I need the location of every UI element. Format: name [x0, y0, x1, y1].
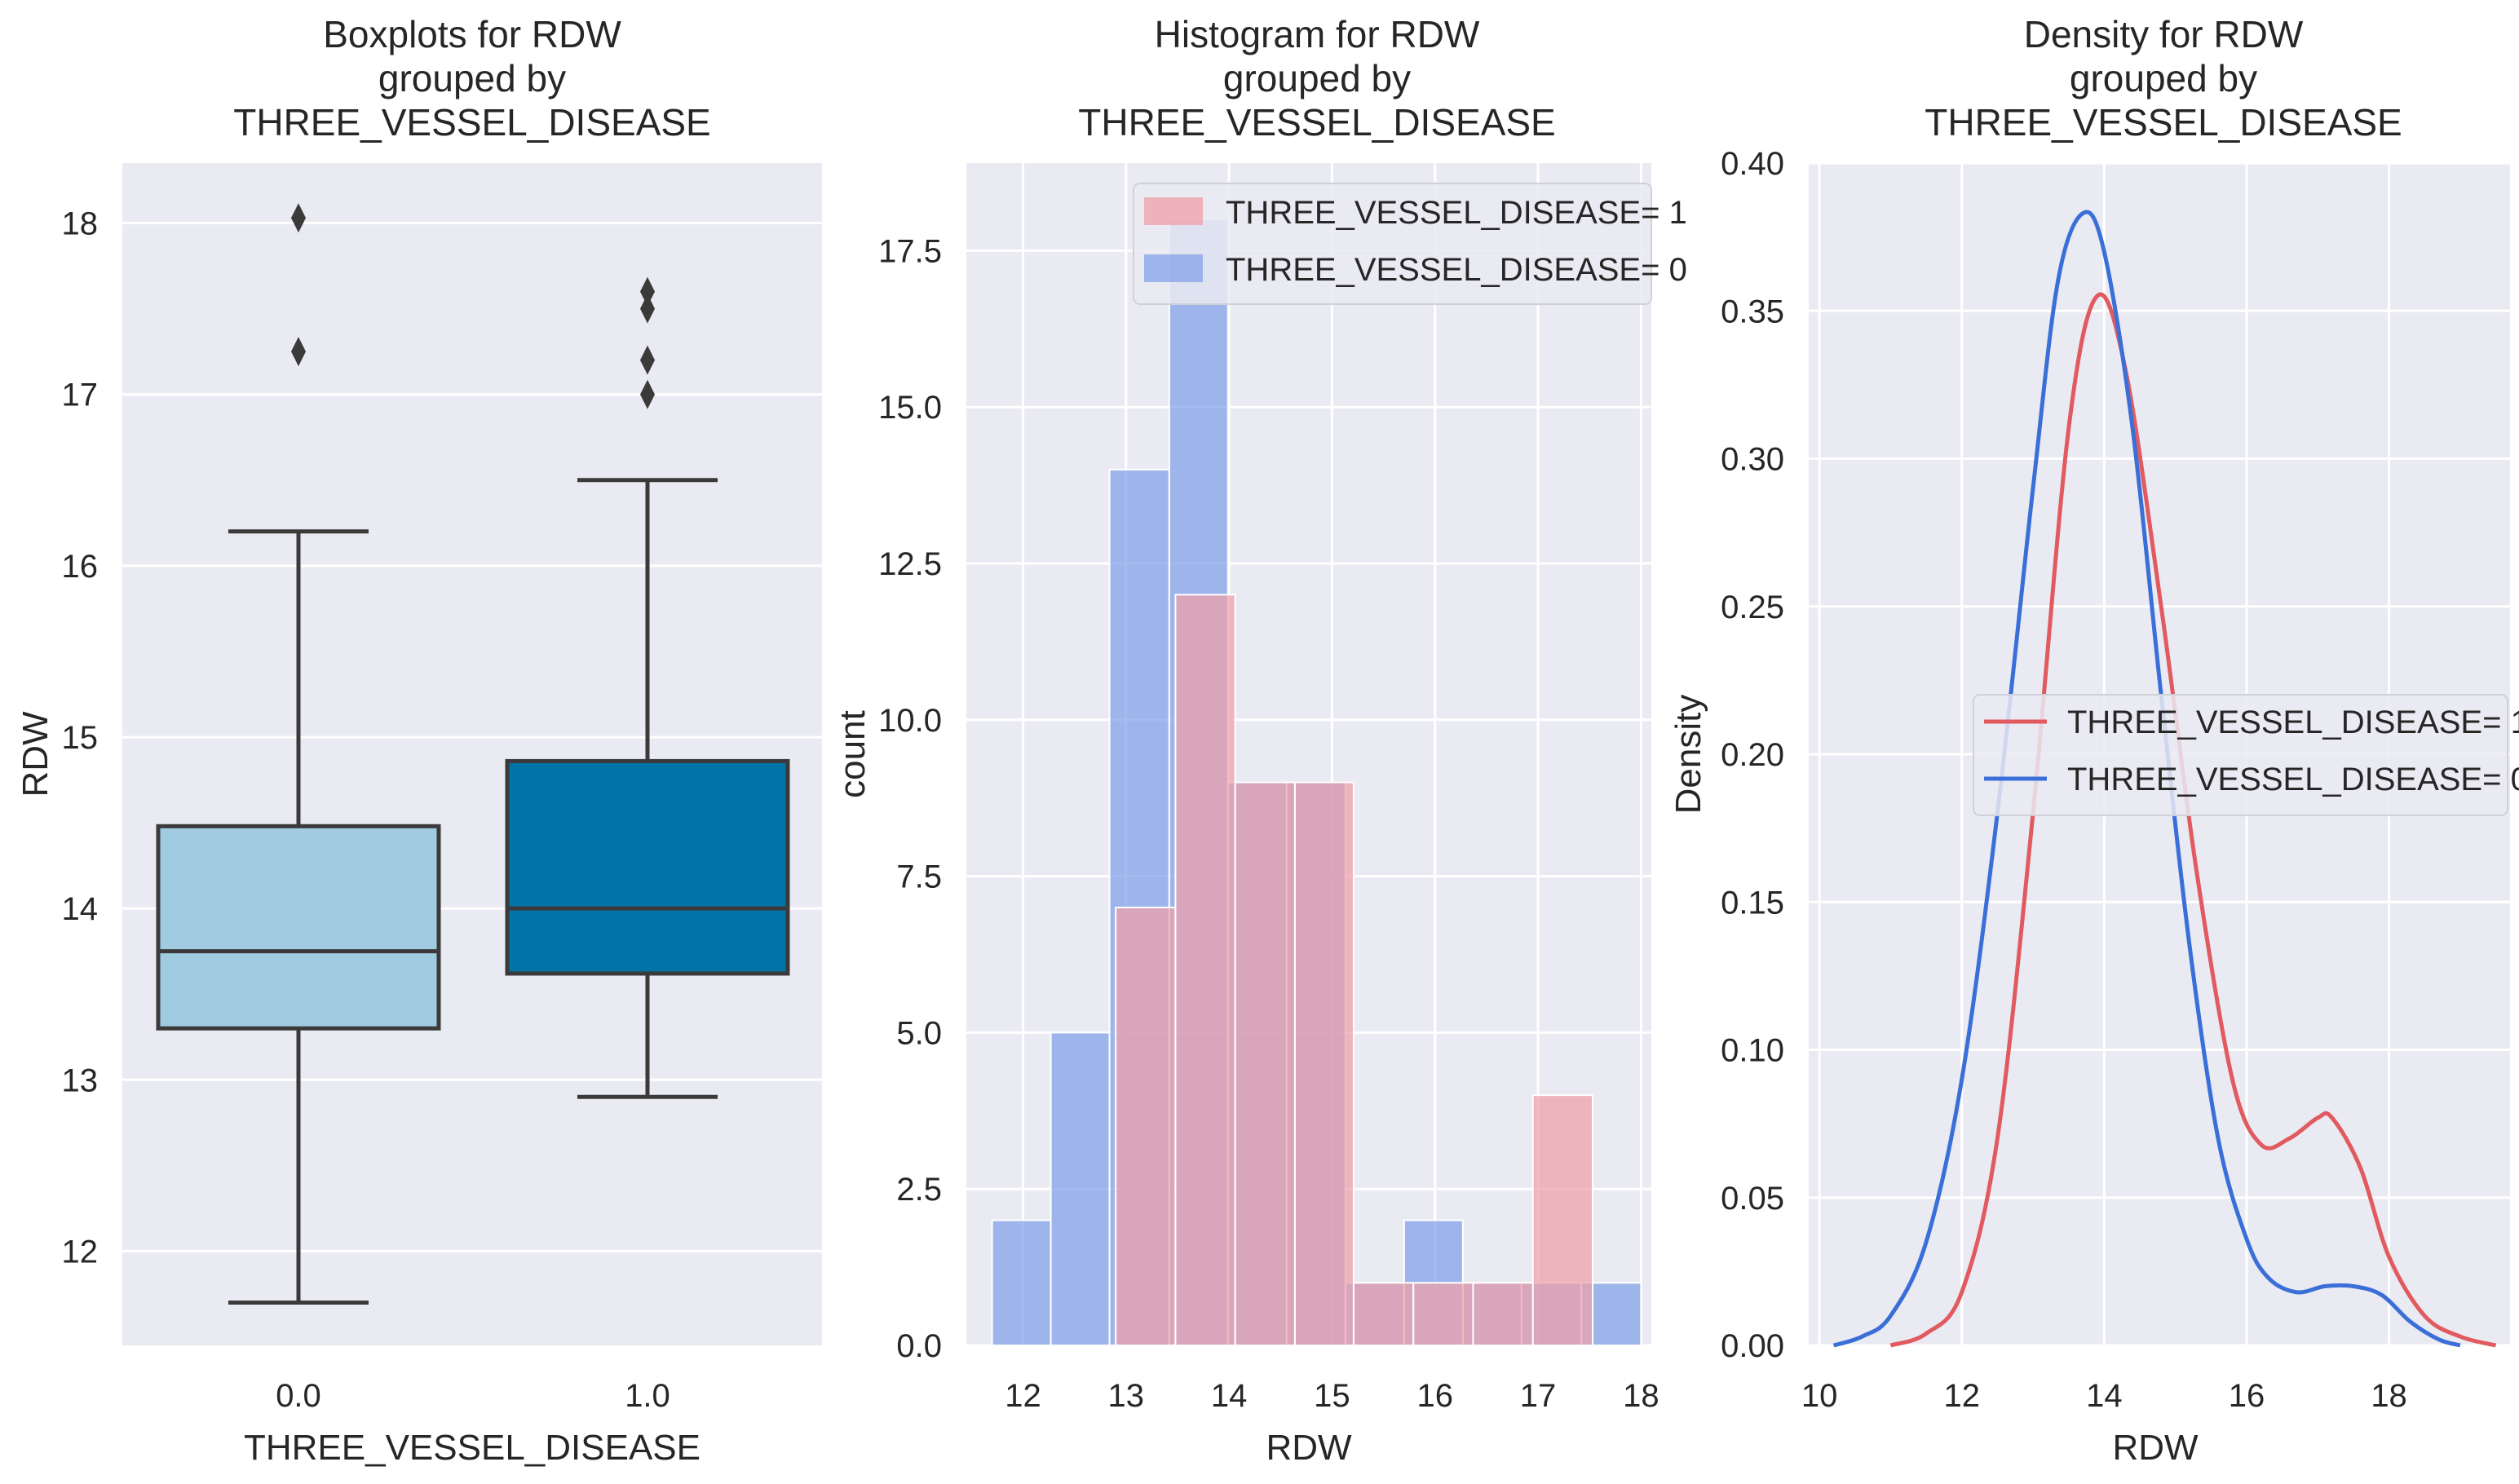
- histogram-bar-group-1: [1293, 781, 1355, 1346]
- density-y-tick-label: 0.35: [1721, 294, 1784, 329]
- boxplot-title-line-3: THREE_VESSEL_DISEASE: [233, 101, 710, 144]
- boxplot-title-line-1: Boxplots for RDW: [323, 13, 621, 55]
- density-y-axis-label: Density: [1668, 695, 1708, 815]
- histogram-bar-group-1: [1174, 594, 1236, 1346]
- histogram-x-tick-label: 14: [1211, 1378, 1248, 1414]
- histogram-title-line-3: THREE_VESSEL_DISEASE: [1078, 101, 1555, 144]
- histogram-y-tick-label: 7.5: [896, 859, 942, 895]
- histogram-bar-group-1: [1472, 1282, 1534, 1346]
- histogram-x-tick-label: 15: [1314, 1378, 1350, 1414]
- density-tick-labels: 10 12 14 16 18 0.00 0.05 0.10 0.15 0.20 0.25 0.30 0.…: [1721, 146, 2407, 1414]
- histogram-y-tick-label: 15.0: [878, 390, 942, 426]
- histogram-bars: [991, 219, 1642, 1347]
- density-y-tick-label: 0.25: [1721, 590, 1784, 625]
- density-panel: Density for RDW grouped by THREE_VESSEL_…: [1668, 13, 2519, 1468]
- boxplot-tick-labels: 12 13 14 15 16 17 18 0.0 1.0: [62, 206, 670, 1414]
- boxplot-box: [156, 824, 441, 1031]
- density-title-line-2: grouped by: [2070, 57, 2257, 99]
- density-lines: [1832, 210, 2497, 1348]
- boxplot-panel: Boxplots for RDW grouped by THREE_VESSEL…: [15, 13, 822, 1468]
- boxplot-x-tick-label: 1.0: [625, 1378, 670, 1414]
- boxplot-marks: [156, 203, 790, 1305]
- boxplot-y-axis-label: RDW: [15, 711, 55, 797]
- density-title-line-3: THREE_VESSEL_DISEASE: [1925, 101, 2402, 144]
- histogram-bar-group-0: [1050, 1031, 1111, 1346]
- histogram-x-tick-label: 18: [1623, 1378, 1659, 1414]
- boxplot-outlier-point: [640, 345, 655, 375]
- boxplot-y-tick-label: 17: [62, 378, 99, 413]
- histogram-y-tick-label: 2.5: [896, 1172, 942, 1208]
- histogram-bar-group-1: [1531, 1094, 1593, 1346]
- density-x-tick-label: 18: [2371, 1378, 2407, 1414]
- density-x-tick-label: 10: [1801, 1378, 1838, 1414]
- histogram-title-line-2: grouped by: [1223, 57, 1411, 99]
- boxplot-y-tick-label: 13: [62, 1062, 99, 1098]
- density-title-line-1: Density for RDW: [2024, 13, 2304, 55]
- boxplot-plot-area: [122, 163, 822, 1345]
- density-x-axis-label: RDW: [2112, 1428, 2199, 1468]
- histogram-legend-label-1: THREE_VESSEL_DISEASE= 1: [1226, 195, 1687, 231]
- histogram-y-tick-label: 5.0: [896, 1015, 942, 1051]
- boxplot-y-tick-label: 14: [62, 891, 99, 927]
- histogram-x-tick-label: 12: [1005, 1378, 1041, 1414]
- histogram-y-tick-label: 10.0: [878, 703, 942, 739]
- histogram-bar-group-1: [1234, 781, 1296, 1346]
- histogram-title-line-1: Histogram for RDW: [1155, 13, 1480, 55]
- boxplot-x-axis-label: THREE_VESSEL_DISEASE: [244, 1428, 700, 1468]
- density-line-group-1: [1889, 292, 2497, 1348]
- boxplot-outlier-point: [640, 294, 655, 324]
- density-legend-label-0: THREE_VESSEL_DISEASE= 0: [2067, 762, 2519, 797]
- density-x-tick-label: 16: [2229, 1378, 2265, 1414]
- boxplot-y-tick-label: 12: [62, 1234, 99, 1270]
- histogram-x-tick-label: 13: [1108, 1378, 1145, 1414]
- histogram-legend-swatch-0: [1144, 254, 1203, 282]
- boxplot-y-tick-label: 18: [62, 206, 99, 242]
- boxplot-box: [505, 758, 790, 976]
- histogram-x-tick-label: 17: [1520, 1378, 1557, 1414]
- histogram-bar-group-1: [1412, 1282, 1474, 1346]
- histogram-legend-box: [1133, 183, 1652, 305]
- histogram-y-tick-label: 0.0: [896, 1328, 942, 1364]
- boxplot-outlier-point: [291, 203, 306, 233]
- density-y-tick-label: 0.40: [1721, 146, 1784, 182]
- histogram-legend: THREE_VESSEL_DISEASE= 1 THREE_VESSEL_DIS…: [1133, 183, 1687, 305]
- boxplot-outlier-point: [640, 276, 655, 307]
- boxplot-x-tick-label: 0.0: [276, 1378, 321, 1414]
- histogram-y-axis-label: count: [833, 710, 873, 798]
- density-y-tick-label: 0.00: [1721, 1328, 1784, 1364]
- histogram-panel: Histogram for RDW grouped by THREE_VESSE…: [833, 13, 1687, 1468]
- boxplot-title-line-2: grouped by: [378, 57, 566, 99]
- density-legend: THREE_VESSEL_DISEASE= 1 THREE_VESSEL_DIS…: [1973, 694, 2519, 816]
- boxplot-y-tick-label: 16: [62, 549, 99, 585]
- density-y-tick-label: 0.10: [1721, 1033, 1784, 1069]
- histogram-x-axis-label: RDW: [1266, 1428, 1352, 1468]
- boxplot-outlier-point: [291, 337, 306, 367]
- density-y-tick-label: 0.20: [1721, 737, 1784, 773]
- histogram-legend-label-0: THREE_VESSEL_DISEASE= 0: [1226, 252, 1687, 288]
- density-y-tick-label: 0.15: [1721, 885, 1784, 921]
- histogram-x-tick-label: 16: [1416, 1378, 1453, 1414]
- density-line-group-0: [1832, 210, 2461, 1348]
- histogram-bar-group-1: [1115, 906, 1177, 1347]
- histogram-legend-swatch-1: [1144, 197, 1203, 225]
- density-legend-label-1: THREE_VESSEL_DISEASE= 1: [2067, 704, 2519, 740]
- histogram-bar-group-1: [1352, 1282, 1415, 1346]
- histogram-y-tick-label: 17.5: [878, 233, 942, 269]
- density-legend-box: [1973, 694, 2508, 816]
- density-x-tick-label: 14: [2086, 1378, 2123, 1414]
- density-x-tick-label: 12: [1943, 1378, 1980, 1414]
- density-y-tick-label: 0.30: [1721, 442, 1784, 478]
- boxplot-y-tick-label: 15: [62, 720, 99, 756]
- density-y-tick-label: 0.05: [1721, 1181, 1784, 1217]
- histogram-bar-group-0: [991, 1219, 1052, 1346]
- histogram-tick-labels: 12 13 14 15 16 17 18 0.0 2.5 5.0 7.5 10.0 12.5 15.0 17…: [878, 233, 1659, 1414]
- histogram-y-tick-label: 12.5: [878, 546, 942, 582]
- boxplot-outlier-point: [640, 379, 655, 409]
